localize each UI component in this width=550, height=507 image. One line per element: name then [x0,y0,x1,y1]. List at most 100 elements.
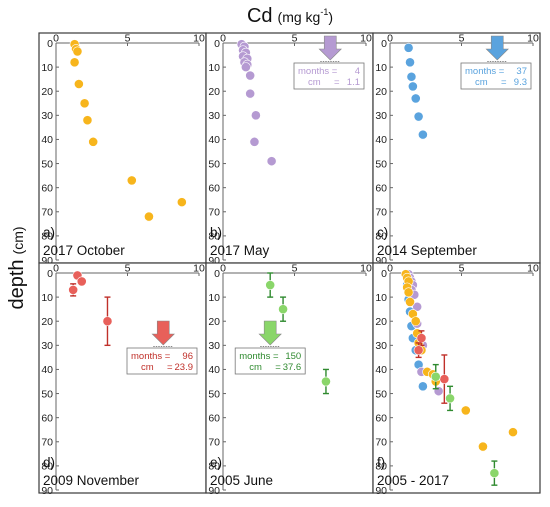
y-tick-label: 90 [41,255,53,267]
data-point [126,175,137,186]
panel-date: 2005 - 2017 [377,473,449,488]
data-point [405,297,415,307]
data-point [508,427,518,438]
x-tick-label: 10 [193,263,205,275]
annotation-months-value: 96 [182,351,193,362]
data-point [250,110,261,121]
panel-caption: d) 2009 November [43,455,140,488]
x-tick-label: 5 [292,263,298,275]
data-point [403,42,414,53]
arrow-down-icon [318,35,342,61]
panel-b: 0 5 10 0 10 20 30 40 50 60 70 80 90 months = 4 cm = 1.1 b)… [205,32,374,267]
annotation-cm-value: 1.1 [347,77,360,88]
arrow-down-icon [258,320,282,346]
data-point [413,345,424,356]
data-point [69,57,80,68]
data-point [88,136,99,147]
data-point [439,374,450,384]
data-point [82,115,93,126]
annotation-months-label: months = [239,351,279,362]
data-point [79,98,90,109]
panel-d: 0 5 10 0 10 20 30 40 50 60 70 80 90 months = 96 cm = 23.9… [38,262,207,497]
y-tick-label: 90 [375,255,387,267]
title-main: Cd [247,5,273,27]
y-tick-label: 10 [375,62,387,74]
y-tick-label: 80 [375,461,387,473]
annotation-cm-label: cm [141,362,154,373]
data-point [430,371,441,382]
arrow-down-icon [151,320,175,346]
annotation-cm-value: 9.3 [514,77,527,88]
annotation-cm-value: 37.6 [283,362,302,373]
data-point [266,156,277,167]
panel-date: 2017 October [43,243,125,258]
data-point [417,381,428,392]
panel-c: 0 5 10 0 10 20 30 40 50 60 70 80 90 months = 37 cm = 9.3 c… [372,32,541,267]
y-tick-label: 40 [41,134,53,146]
y-tick-label: 50 [375,388,387,400]
y-tick-label: 0 [47,268,53,280]
y-tick-label: 10 [41,292,53,304]
y-tick-label: 70 [375,437,387,449]
panel-caption: c) 2014 September [377,225,477,258]
y-tick-label: 80 [41,231,53,243]
annotation-cm-value: 23.9 [175,362,194,373]
y-tick-label: 0 [47,38,53,50]
y-tick-label: 60 [41,412,53,424]
annotation-box [234,347,306,375]
panel-letter: b) [210,225,222,240]
y-tick-label: 40 [375,134,387,146]
y-tick-label: 60 [208,412,220,424]
y-tick-label: 50 [208,388,220,400]
arrow-down-icon [485,35,509,61]
data-point [278,304,288,315]
y-tick-label: 90 [41,485,53,497]
y-tick-label: 10 [208,292,220,304]
title-unit: (mg kg [278,9,321,25]
data-point [102,316,113,327]
annotation-months-value: 4 [355,66,360,77]
annotation-months-label: months = [465,66,505,77]
y-tick-label: 40 [375,364,387,376]
x-tick-label: 5 [292,33,298,45]
y-tick-label: 0 [214,268,220,280]
y-tick-label: 30 [375,110,387,122]
y-tick-label: 90 [208,485,220,497]
data-point [416,333,427,343]
panel-date: 2005 June [210,473,273,488]
annotation-cm-label: cm [249,362,262,373]
y-tick-label: 70 [208,437,220,449]
x-tick-label: 0 [387,33,393,45]
y-tick-label: 20 [41,316,53,328]
x-tick-label: 10 [360,33,372,45]
panel-letter: f) [377,455,385,470]
x-tick-label: 10 [193,33,205,45]
y-tick-label: 20 [208,86,220,98]
y-tick-label: 60 [375,412,387,424]
data-point [410,93,421,104]
y-tick-label: 70 [208,207,220,219]
y-tick-label: 90 [375,485,387,497]
y-tick-label: 40 [208,364,220,376]
y-tick-label: 40 [41,364,53,376]
data-point [321,376,331,387]
annotation-box [126,347,198,375]
y-tick-label: 20 [375,316,387,328]
data-point [265,280,276,290]
y-tick-label: 30 [41,340,53,352]
annotation-box [460,62,532,90]
annotation-months-value: 37 [516,66,527,77]
y-tick-label: 70 [375,207,387,219]
data-point [406,71,417,82]
panel-caption: a) 2017 October [43,225,125,258]
x-tick-label: 0 [220,263,226,275]
y-tick-label: 10 [41,62,53,74]
y-tick-label: 50 [41,388,53,400]
data-point [413,111,424,122]
y-tick-label: 0 [381,268,387,280]
ylabel-unit: (cm) [10,226,26,254]
y-tick-label: 70 [41,437,53,449]
panel-letter: d) [43,455,55,470]
panel-e: 0 5 10 0 10 20 30 40 50 60 70 80 90 months = 150 cm = 37.… [205,262,374,497]
